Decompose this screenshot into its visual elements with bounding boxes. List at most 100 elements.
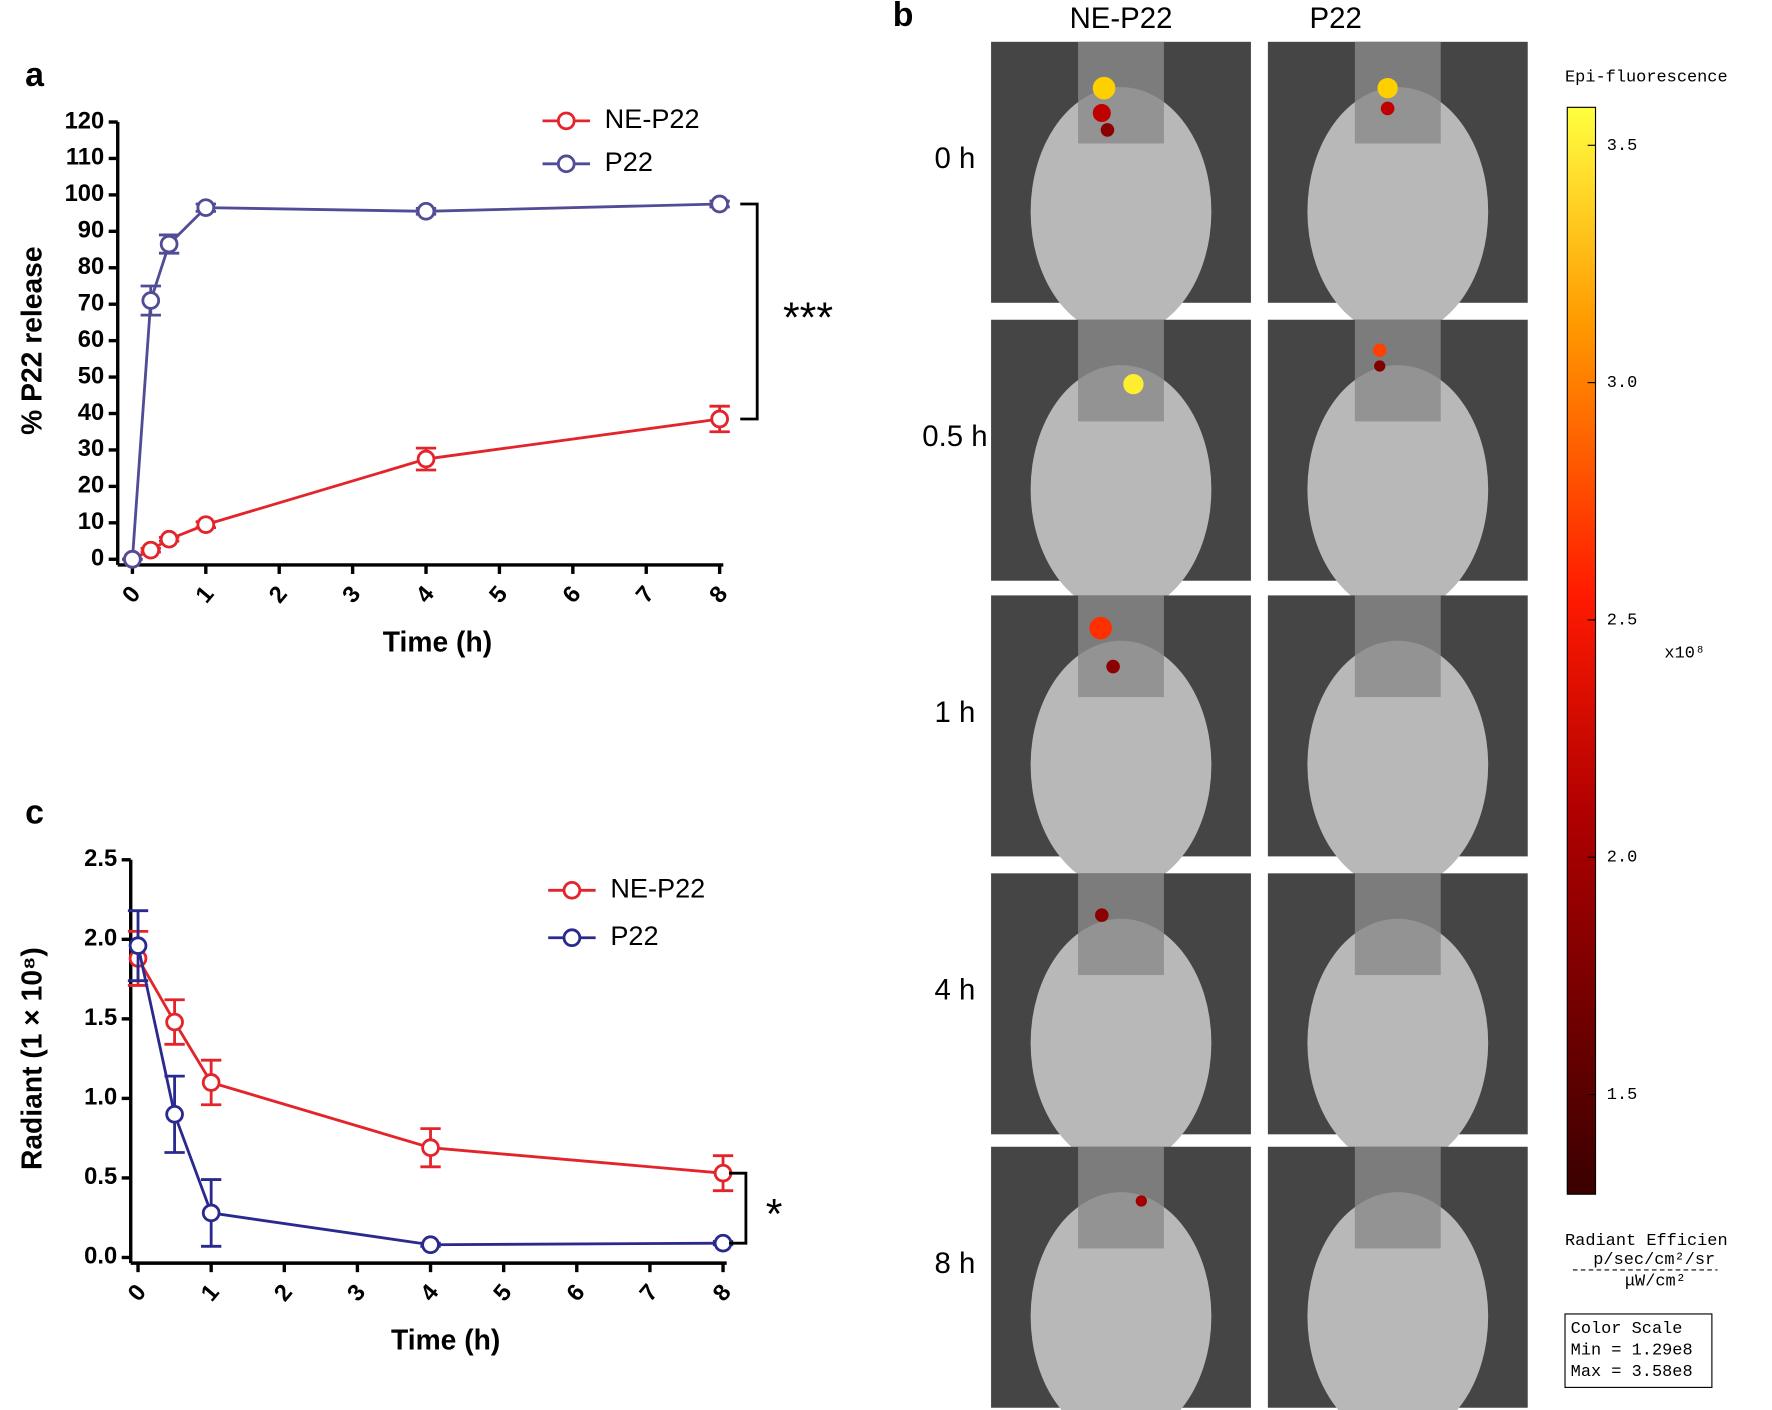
y-tick-label: 30: [78, 436, 104, 462]
image-grid: [991, 41, 1528, 1410]
point: [159, 234, 179, 254]
row-label: 0.5 h: [922, 420, 987, 453]
series-line: [131, 417, 720, 561]
nose-cone: [1078, 319, 1164, 422]
nose-cone: [1354, 41, 1441, 144]
y-tick-label: 0: [91, 546, 104, 572]
y-tick-label: 120: [65, 108, 105, 134]
x-tick-label: 7: [635, 1280, 663, 1307]
column-label: P22: [1310, 2, 1362, 35]
y-tick-label: 1.5: [84, 1005, 117, 1031]
mouse-body: [1030, 1192, 1212, 1410]
colorbar-tick-label: 2.0: [1607, 849, 1638, 868]
y-tick-label: 10: [78, 509, 104, 535]
point: [416, 449, 436, 469]
x-tick-label: 0: [123, 1280, 151, 1307]
colorbar-tick-label: 1.5: [1607, 1086, 1638, 1105]
colorbar-title: Epi-fluorescence: [1565, 68, 1728, 87]
x-tick-label: 5: [485, 582, 513, 609]
point: [710, 409, 729, 429]
x-tick-label: 1: [196, 1280, 224, 1307]
y-axis-label: % P22 release: [16, 246, 48, 434]
panel-label: b: [893, 0, 914, 34]
signal: [1135, 1195, 1147, 1207]
nose-cone: [1078, 1146, 1164, 1249]
nose-cone: [1078, 41, 1164, 144]
signal: [1106, 659, 1120, 674]
x-axis-label: Time (h): [391, 1324, 500, 1356]
point: [201, 1203, 221, 1223]
x-tick-label: 2: [264, 582, 292, 609]
x-tick-label: 3: [343, 1280, 371, 1307]
point: [128, 936, 148, 956]
signal: [1380, 101, 1395, 116]
mouse-body: [1030, 365, 1212, 614]
signal: [1100, 123, 1115, 137]
point: [416, 201, 436, 221]
y-tick-label: 2.0: [84, 926, 117, 952]
x-tick-label: 3: [338, 582, 366, 609]
y-tick-label: 1.0: [84, 1085, 117, 1111]
point: [196, 515, 216, 534]
y-tick-label: 70: [78, 290, 104, 316]
series-line: [136, 945, 724, 1247]
y-tick-label: 0.0: [84, 1244, 117, 1270]
signal: [1092, 76, 1116, 100]
signal: [1095, 908, 1109, 922]
mouse-body: [1307, 365, 1489, 614]
point: [196, 198, 216, 217]
y-tick-label: 2.5: [84, 846, 117, 872]
signal: [1123, 373, 1144, 395]
colorbar-tick-label: 3.5: [1607, 137, 1638, 156]
legend-marker: [562, 880, 582, 900]
series-line: [131, 202, 720, 560]
y-tick-label: 110: [66, 145, 104, 171]
point: [141, 540, 161, 560]
y-tick-label: 60: [78, 327, 104, 353]
row-label: 8 h: [935, 1247, 976, 1280]
y-tick-label: 90: [78, 218, 104, 244]
y-axis-label: Radiant (1 × 10⁸): [16, 947, 48, 1170]
significance-bracket: [728, 1171, 748, 1245]
point: [123, 549, 142, 569]
unit-denominator: μW/cm²: [1625, 1273, 1686, 1292]
point: [713, 1233, 733, 1253]
x-tick-label: 1: [191, 582, 219, 609]
colorbar-tick-label: 3.0: [1607, 374, 1638, 393]
unit-title: Radiant Efficien: [1565, 1232, 1728, 1251]
x-tick-label: 6: [562, 1280, 590, 1307]
legend-label: NE-P22: [610, 872, 705, 903]
y-tick-label: 40: [78, 400, 104, 426]
y-tick-label: 50: [78, 363, 104, 389]
x-tick-label: 6: [558, 582, 586, 609]
mouse-body: [1030, 640, 1212, 890]
signal: [1374, 360, 1386, 372]
mouse-body: [1030, 918, 1212, 1168]
legend-marker: [562, 928, 582, 948]
nose-cone: [1354, 873, 1441, 976]
point: [159, 529, 179, 549]
x-tick-label: 8: [705, 582, 733, 609]
colorbar-tick-label: 2.5: [1607, 611, 1638, 630]
point: [421, 1235, 440, 1255]
legend-marker: [556, 111, 576, 131]
significance-label: ***: [783, 294, 833, 342]
panel-label: c: [25, 794, 44, 832]
significance-bracket: [740, 202, 759, 421]
point: [713, 1163, 733, 1183]
point: [710, 194, 729, 214]
legend-label: P22: [605, 146, 653, 177]
y-tick-label: 0.5: [84, 1164, 117, 1190]
point: [165, 1012, 184, 1032]
point: [141, 291, 161, 310]
point: [165, 1104, 184, 1124]
x-tick-label: 4: [416, 1279, 445, 1306]
mouse-body: [1307, 640, 1489, 890]
signal: [1372, 343, 1387, 358]
mouse-body: [1030, 87, 1212, 336]
nose-cone: [1078, 595, 1164, 698]
x-tick-label: 8: [708, 1280, 736, 1307]
significance-label: *: [766, 1191, 783, 1239]
nose-cone: [1354, 319, 1441, 422]
